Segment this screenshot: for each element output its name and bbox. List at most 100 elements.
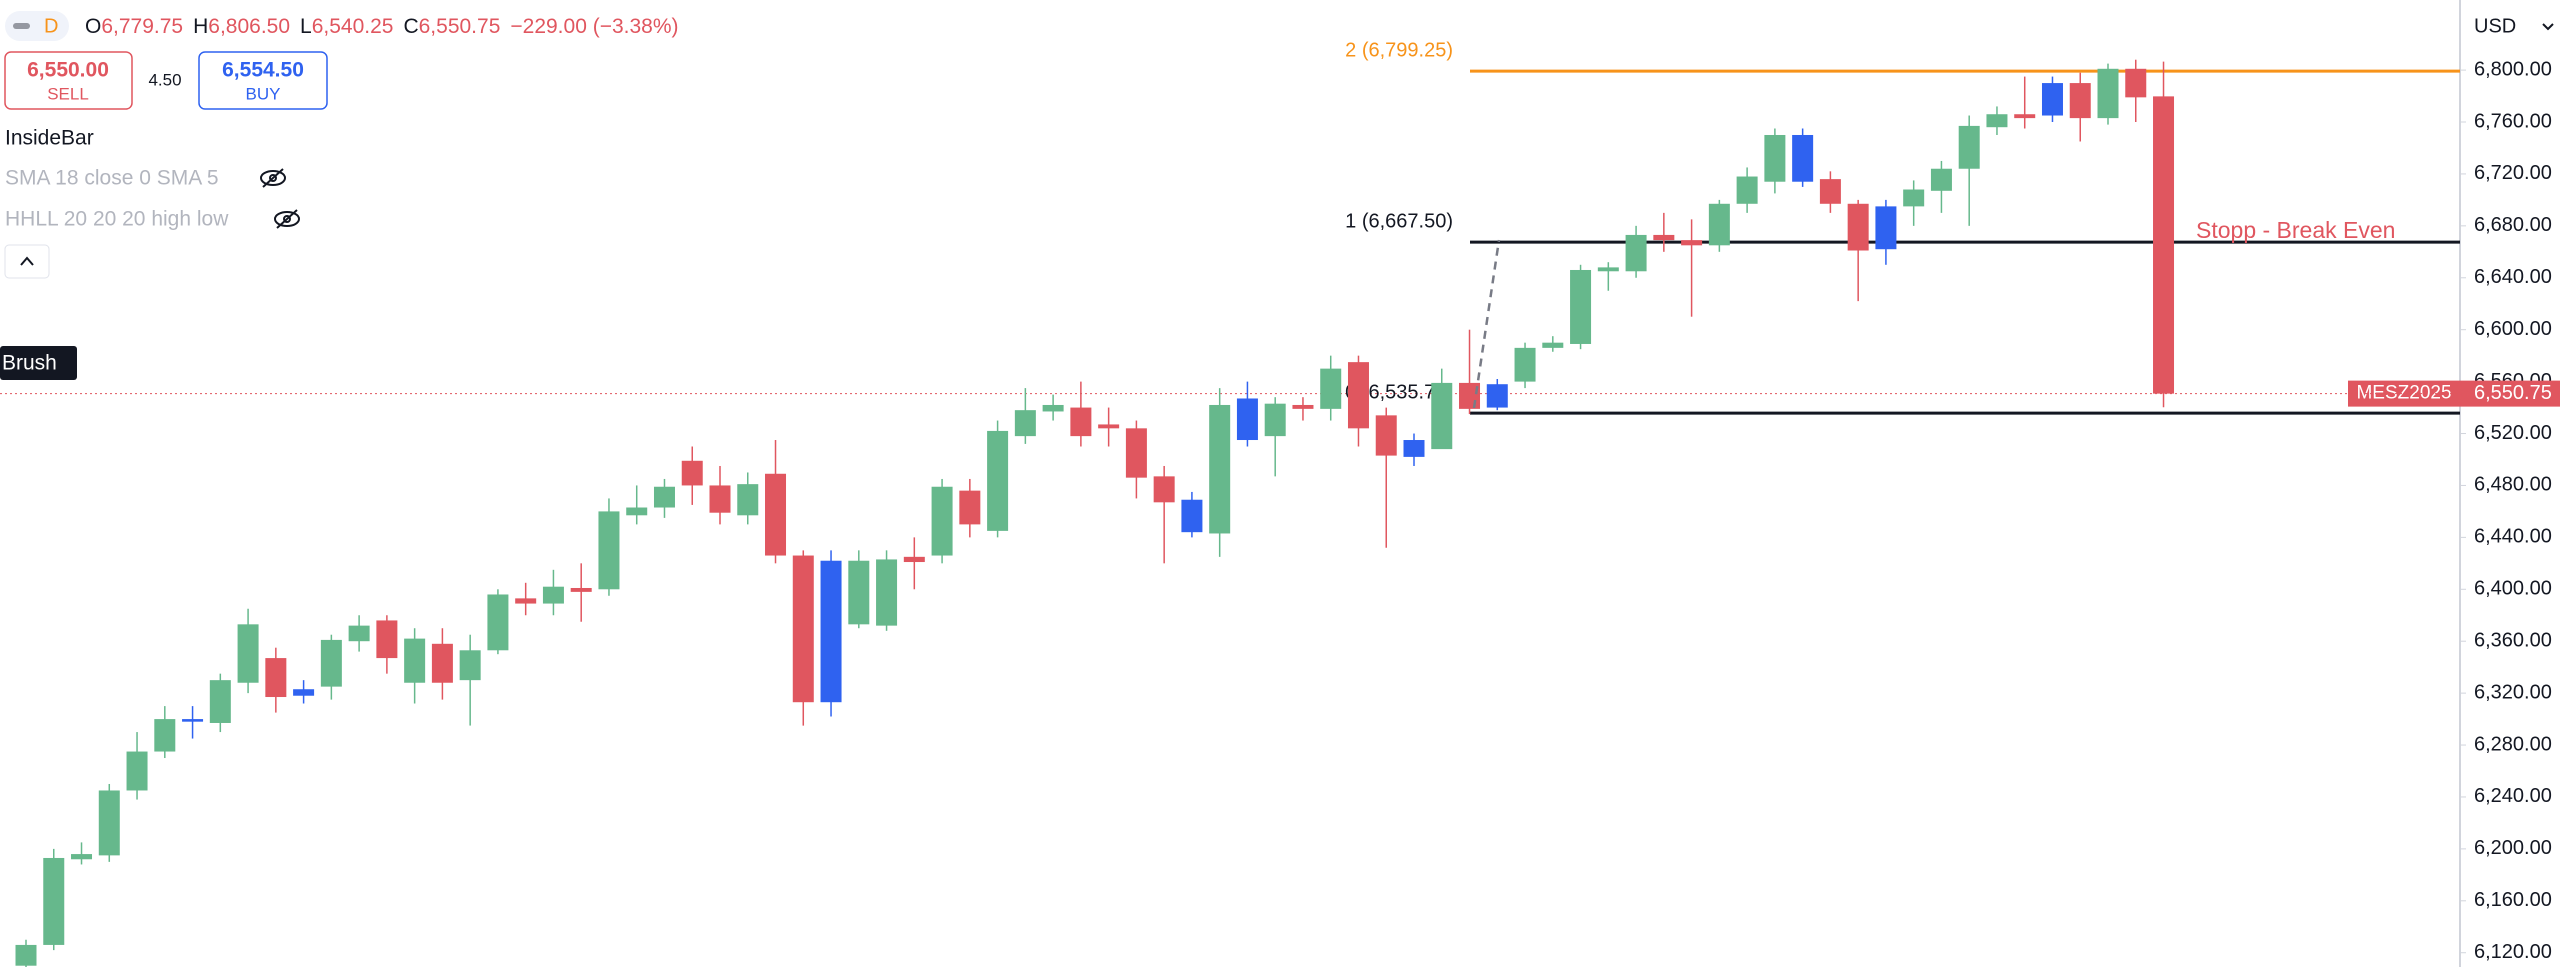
candle-body <box>542 586 564 604</box>
candle-body <box>1681 240 1703 246</box>
y-tick-label: 6,640.00 <box>2474 266 2552 288</box>
candle-body <box>848 560 870 625</box>
candle-body <box>1653 234 1675 241</box>
candle-body <box>2041 83 2063 116</box>
currency-bg <box>2461 0 2560 52</box>
candle-body <box>570 587 592 592</box>
y-tick-label: 6,240.00 <box>2474 785 2552 807</box>
currency[interactable]: USD <box>2474 15 2516 37</box>
candle-body <box>1347 362 1369 429</box>
candle-body <box>959 490 981 525</box>
candle-body <box>1597 267 1619 272</box>
annotation: Stopp - Break Even <box>2196 217 2395 243</box>
candle-body <box>293 689 315 696</box>
candle-body <box>154 719 176 752</box>
candle-body <box>1764 134 1786 182</box>
candle-body <box>43 857 65 945</box>
price-tag-label: 6,550.75 <box>2474 382 2552 404</box>
candle-body <box>1264 403 1286 437</box>
y-tick-label: 6,800.00 <box>2474 58 2552 80</box>
collapse-button[interactable] <box>4 244 50 279</box>
candle-body <box>376 620 398 659</box>
candle-body <box>2014 114 2036 119</box>
candle-body <box>1070 407 1092 437</box>
candle-body <box>182 719 204 722</box>
ohlc-key: H <box>193 15 208 38</box>
candle-body <box>265 658 287 698</box>
spread: 4.50 <box>148 70 181 89</box>
ohlc-key: C <box>403 15 418 38</box>
candle-body <box>98 790 120 856</box>
candle-body <box>1181 499 1203 533</box>
candle-body <box>1708 203 1730 246</box>
candle-body <box>459 650 481 681</box>
candle-body <box>1819 179 1841 204</box>
interval-pill[interactable] <box>5 11 69 41</box>
collapse-icon <box>20 256 34 266</box>
candle-body <box>1320 368 1342 409</box>
candle-body <box>681 460 703 486</box>
candle-body <box>792 555 814 703</box>
candle-body <box>1486 384 1508 408</box>
interval: D <box>44 15 58 37</box>
candle-body <box>15 944 37 966</box>
candle-body <box>1875 206 1897 250</box>
candle-body <box>2153 96 2175 394</box>
candle-body <box>2069 83 2091 119</box>
y-tick-label: 6,320.00 <box>2474 681 2552 703</box>
y-tick-label: 6,200.00 <box>2474 837 2552 859</box>
hidden-icon[interactable] <box>274 209 300 229</box>
fib-label: 1 (6,667.50) <box>1345 210 1453 232</box>
y-tick-label: 6,600.00 <box>2474 318 2552 340</box>
candle-body <box>820 560 842 703</box>
ohlc-value: 6,806.50 <box>208 15 290 38</box>
sell-button[interactable] <box>4 51 133 110</box>
y-tick-label: 6,400.00 <box>2474 578 2552 600</box>
buy-label: BUY <box>246 84 281 103</box>
hidden-icon[interactable] <box>260 168 286 188</box>
y-tick-label: 6,760.00 <box>2474 110 2552 132</box>
fib-label: 0 (6,535.75) <box>1345 381 1453 403</box>
candle-body <box>1542 342 1564 348</box>
candle-body <box>1042 404 1064 412</box>
ohlc-key: L <box>300 15 312 38</box>
currency-chevron <box>2542 23 2554 31</box>
candle-body <box>320 639 342 687</box>
candle-body <box>431 643 453 683</box>
ohlc-change: −229.00 (−3.38%) <box>510 15 678 38</box>
candle-body <box>1903 189 1925 207</box>
candle-body <box>1514 347 1536 382</box>
y-tick-label: 6,720.00 <box>2474 162 2552 184</box>
ohlc-key: O <box>85 15 101 38</box>
candle-body <box>1403 440 1425 457</box>
candle-body <box>1792 134 1814 182</box>
candle-body <box>1986 114 2008 128</box>
candle-body <box>209 680 231 723</box>
candle-body <box>598 511 620 590</box>
y-tick-label: 6,160.00 <box>2474 889 2552 911</box>
y-tick-label: 6,440.00 <box>2474 526 2552 548</box>
buy-button[interactable] <box>198 51 328 110</box>
candle-body <box>709 485 731 513</box>
candle-body <box>1209 404 1231 534</box>
candle-body <box>1236 398 1258 441</box>
candle-body <box>126 751 148 791</box>
candle-body <box>737 484 759 516</box>
candle-body <box>1736 176 1758 204</box>
candle-body <box>1431 382 1453 450</box>
candle-body <box>1625 234 1647 272</box>
candle-body <box>765 473 787 556</box>
sell-label: SELL <box>47 84 89 103</box>
candle-body <box>1958 125 1980 169</box>
candle-body <box>876 559 898 626</box>
candle-body <box>903 556 925 563</box>
y-tick-label: 6,480.00 <box>2474 474 2552 496</box>
candle-body <box>237 624 259 683</box>
candle-body <box>2097 68 2119 119</box>
symbol-label: MESZ2025 <box>2356 383 2451 404</box>
y-tick-label: 6,520.00 <box>2474 422 2552 444</box>
candle-body <box>348 625 370 642</box>
trend-line[interactable] <box>1472 239 1501 409</box>
candle-body <box>1847 203 1869 251</box>
